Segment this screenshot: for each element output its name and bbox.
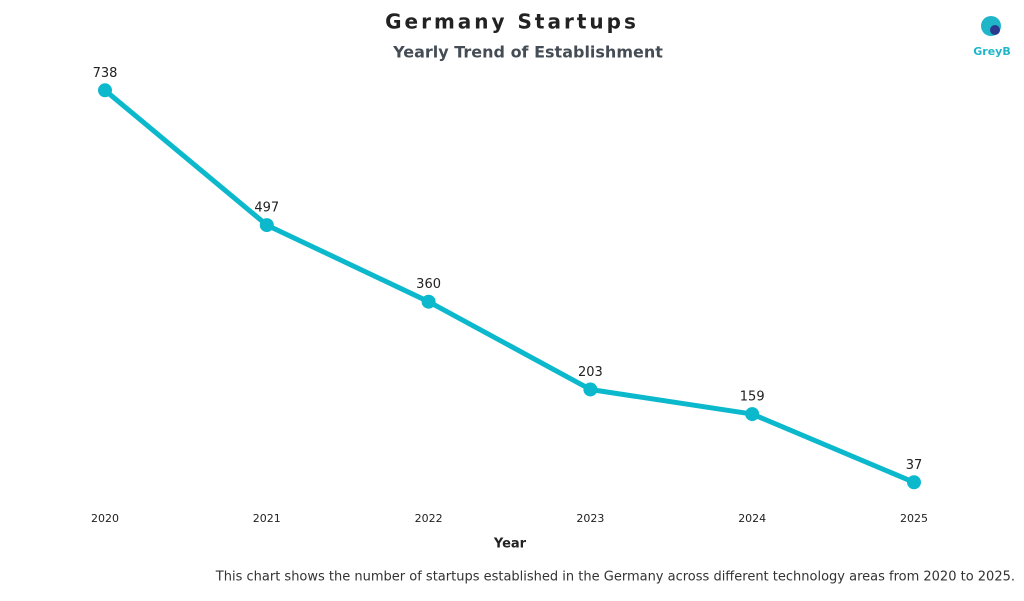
data-point [98, 83, 112, 98]
x-tick-label: 2021 [253, 512, 281, 525]
logo: GreyB [973, 16, 1011, 58]
data-point [259, 218, 274, 233]
chart-title: Germany Startups [385, 10, 639, 34]
data-label: 37 [906, 458, 923, 473]
chart-subtitle: Yearly Trend of Establishment [392, 43, 663, 62]
x-axis-label: Year [493, 537, 527, 552]
x-tick-label: 2025 [900, 512, 928, 525]
data-label: 497 [254, 201, 279, 216]
logo-text: GreyB [973, 45, 1010, 58]
data-label: 203 [578, 365, 603, 380]
x-tick-label: 2022 [415, 512, 443, 525]
logo-icon-inner [990, 25, 1000, 35]
x-tick-label: 2020 [91, 512, 119, 525]
data-point [421, 294, 436, 309]
data-line [103, 88, 915, 485]
caption: This chart shows the number of startups … [215, 570, 1015, 585]
x-tick-label: 2024 [738, 512, 766, 525]
data-label: 159 [740, 390, 765, 405]
data-point [583, 382, 598, 397]
data-point [907, 475, 921, 490]
data-label: 360 [416, 277, 441, 292]
data-point [745, 407, 760, 422]
data-label: 738 [93, 66, 118, 81]
x-tick-label: 2023 [576, 512, 604, 525]
